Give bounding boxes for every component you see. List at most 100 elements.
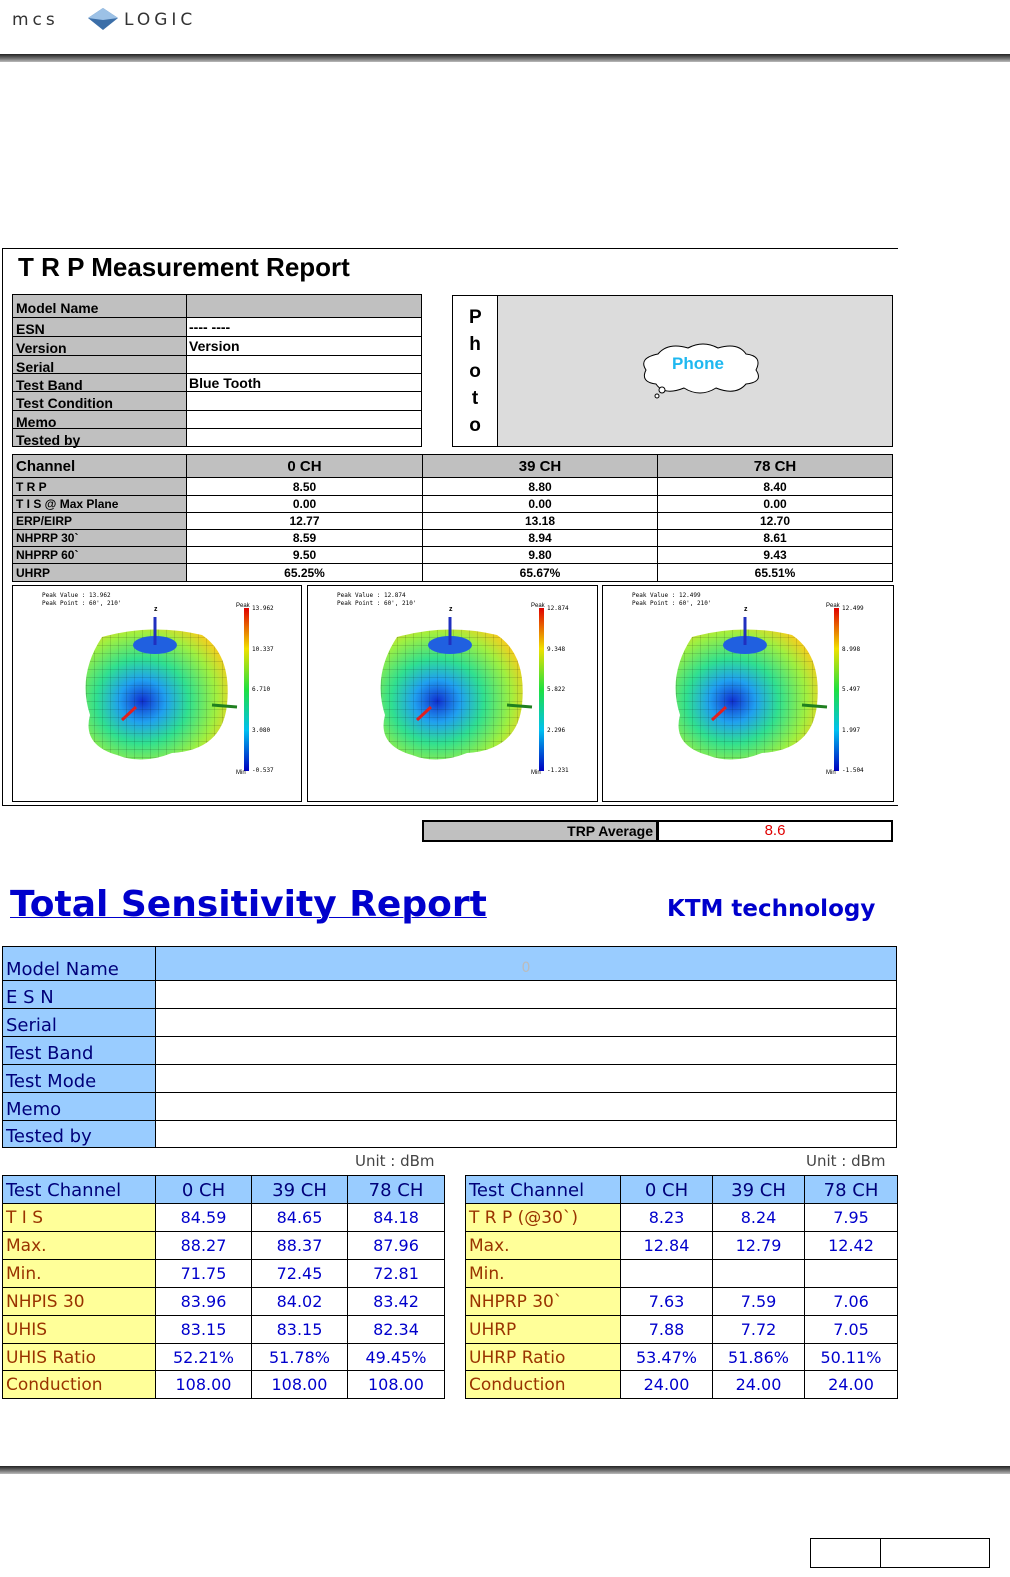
plot-axis-label: z (744, 606, 748, 613)
info-label: Memo (12, 410, 187, 430)
sens-value: 84.65 (251, 1203, 348, 1232)
sens-label: UHRP (465, 1315, 621, 1344)
channel-value: 9.50 (186, 546, 423, 564)
plot-scale-label: -0.537 (252, 767, 274, 774)
sens-header: 0 CH (155, 1175, 252, 1204)
channel-label: NHPRP 60` (12, 546, 187, 564)
channel-label: NHPRP 30` (12, 529, 187, 547)
channel-value: 8.40 (657, 477, 893, 496)
sens-value: 49.45% (347, 1343, 445, 1371)
unit-label: Unit : dBm (355, 1152, 435, 1170)
sens-label: NHPRP 30` (465, 1287, 621, 1316)
plot-axis-label: z (154, 606, 158, 613)
channel-value: 65.51% (657, 563, 893, 582)
radiation-pattern (85, 608, 249, 771)
info-label: Tested by (12, 428, 187, 448)
sens-header: 39 CH (712, 1175, 805, 1204)
info-value (186, 294, 422, 318)
plot-scale-label: 3.080 (252, 726, 271, 734)
sens-value: 52.21% (155, 1343, 252, 1371)
plot-scale-label: 12.874 (547, 605, 569, 612)
sens-value (804, 1259, 898, 1288)
sens-info-label: Test Mode (2, 1064, 156, 1093)
info-value (186, 428, 422, 447)
plot-scale-label: 5.822 (547, 686, 566, 693)
info-label: Test Condition (12, 391, 187, 411)
channel-value: 0.00 (186, 495, 423, 513)
sens-header: 78 CH (804, 1175, 898, 1204)
channel-value: 65.67% (422, 563, 658, 582)
sens-value: 72.81 (347, 1259, 445, 1288)
footer-rule (0, 1466, 1010, 1474)
plot-scale-label: 6.710 (252, 686, 271, 693)
sens-value: 108.00 (155, 1370, 252, 1399)
plot-peak-point: Peak Point : 60', 210' (632, 600, 712, 607)
sens-value: 12.84 (620, 1231, 713, 1260)
channel-header: 78 CH (657, 454, 893, 478)
channel-value: 8.61 (657, 529, 893, 547)
average-value: 8.6 (657, 820, 893, 842)
sens-value: 87.96 (347, 1231, 445, 1260)
photo-label: Photo (452, 295, 498, 447)
logo-icon (88, 8, 118, 30)
sens-info-label: Tested by (2, 1120, 156, 1148)
sens-info-value (155, 1120, 897, 1148)
sens-info-value: 0 (155, 946, 897, 981)
sens-label: Max. (465, 1231, 621, 1260)
company: KTM technology (667, 896, 876, 922)
channel-value: 0.00 (422, 495, 658, 513)
channel-label: UHRP (12, 563, 187, 582)
info-value (186, 391, 422, 411)
channel-value: 8.80 (422, 477, 658, 496)
plot-peak: Peak (531, 603, 545, 609)
average-label: TRP Average (422, 820, 658, 842)
info-value (186, 355, 422, 374)
sens-label: NHPIS 30 (2, 1287, 156, 1316)
sens-value: 83.15 (155, 1315, 252, 1344)
logo-right: LOGIC (124, 10, 197, 30)
sens-value: 83.96 (155, 1287, 252, 1316)
logo-left: mcs (12, 10, 59, 30)
sens-value: 24.00 (620, 1370, 713, 1399)
cloud (643, 343, 759, 399)
info-value: ---- ---- (186, 317, 422, 337)
sens-value: 24.00 (712, 1370, 805, 1399)
sens-value: 7.59 (712, 1287, 805, 1316)
channel-value: 8.50 (186, 477, 423, 496)
trp-title: T R P Measurement Report (18, 252, 350, 282)
info-label: Version (12, 336, 187, 356)
info-label: ESN (12, 317, 187, 337)
radiation-pattern (675, 608, 839, 771)
channel-header: 39 CH (422, 454, 658, 478)
plot-peak-value: Peak Value : 12.874 (337, 592, 406, 599)
sens-label: Conduction (2, 1370, 156, 1399)
unit-label: Unit : dBm (806, 1152, 886, 1170)
sens-label: Min. (465, 1259, 621, 1288)
sens-value (712, 1259, 805, 1288)
footer-box (810, 1538, 990, 1568)
channel-value: 8.59 (186, 529, 423, 547)
sens-value: 72.45 (251, 1259, 348, 1288)
plot-min: Min (531, 770, 541, 776)
sens-header: Test Channel (465, 1175, 621, 1204)
sens-info-label: Model Name (2, 946, 156, 981)
sens-label: UHIS (2, 1315, 156, 1344)
plot-axis-label: z (449, 606, 453, 613)
sens-value: 82.34 (347, 1315, 445, 1344)
sens-info-value (155, 1064, 897, 1093)
sens-header: 78 CH (347, 1175, 445, 1204)
info-label: Test Band (12, 373, 187, 393)
info-label: Serial (12, 355, 187, 375)
trp-frame (2, 248, 898, 806)
plot-scale-label: 8.998 (842, 645, 861, 653)
sens-info-label: Test Band (2, 1036, 156, 1065)
channel-label: T R P (12, 477, 187, 496)
channel-label: T I S @ Max Plane (12, 495, 187, 513)
info-value: Version (186, 336, 422, 356)
plot-scale-label: 13.962 (252, 605, 274, 612)
sens-value: 84.02 (251, 1287, 348, 1316)
plot-min: Min (236, 770, 246, 776)
sens-info-value (155, 1092, 897, 1121)
header-rule (0, 54, 1010, 62)
